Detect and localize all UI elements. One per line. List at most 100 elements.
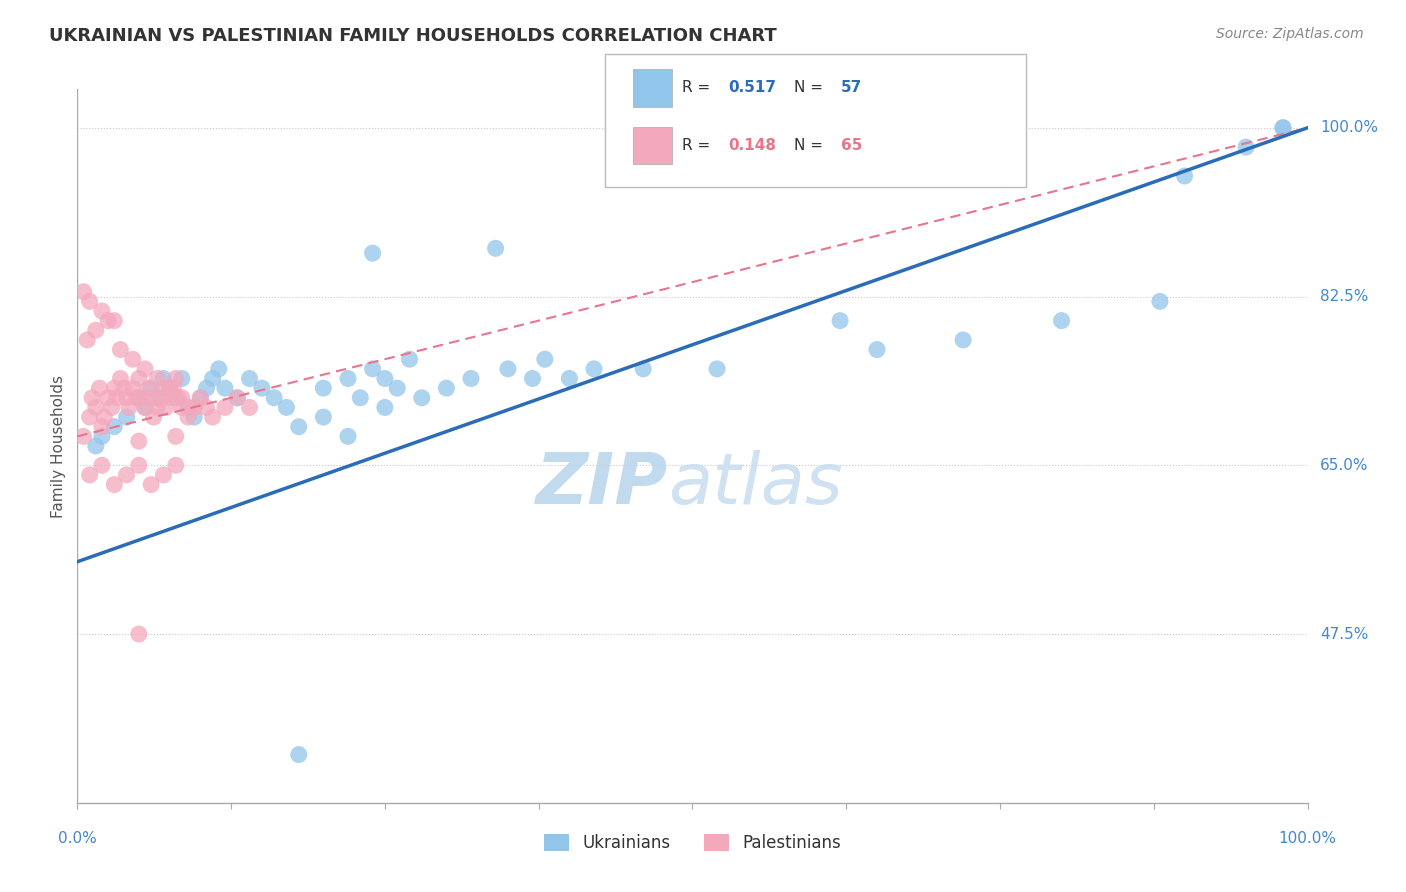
Point [374, 371, 396, 385]
Point [214, 381, 236, 395]
Text: 57: 57 [841, 80, 862, 95]
Point [165, 429, 187, 443]
Point [141, 381, 163, 395]
Point [1272, 120, 1295, 135]
Point [201, 410, 224, 425]
Point [134, 401, 156, 415]
Point [250, 381, 273, 395]
Point [146, 391, 169, 405]
Point [496, 362, 519, 376]
Point [239, 371, 262, 385]
Point [195, 401, 218, 415]
Point [165, 391, 187, 405]
Point [103, 381, 125, 395]
Point [93, 410, 115, 425]
Point [76, 333, 98, 347]
Point [138, 381, 160, 395]
Point [90, 458, 114, 473]
Point [374, 401, 396, 415]
Point [361, 246, 384, 260]
Point [183, 410, 205, 425]
Point [952, 333, 974, 347]
Point [522, 371, 544, 385]
Point [134, 401, 156, 415]
Point [115, 391, 138, 405]
Point [142, 410, 165, 425]
Point [82, 391, 104, 405]
Point [110, 343, 132, 357]
Point [152, 381, 174, 395]
Point [121, 381, 143, 395]
Point [141, 391, 163, 405]
Point [188, 391, 212, 405]
Point [170, 391, 193, 405]
Point [146, 401, 169, 415]
Point [558, 371, 581, 385]
Point [436, 381, 458, 395]
Point [177, 410, 200, 425]
Point [167, 391, 190, 405]
Point [159, 381, 181, 395]
Text: 0.517: 0.517 [728, 80, 776, 95]
Text: N =: N = [794, 138, 828, 153]
Point [195, 381, 218, 395]
Point [830, 313, 852, 327]
Text: 82.5%: 82.5% [1320, 289, 1368, 304]
Point [208, 362, 231, 376]
Point [1272, 120, 1295, 135]
Point [485, 241, 508, 255]
Point [170, 371, 193, 385]
Point [152, 371, 174, 385]
Text: 100.0%: 100.0% [1320, 120, 1378, 136]
Point [162, 381, 184, 395]
Text: N =: N = [794, 80, 828, 95]
Point [183, 401, 205, 415]
Text: 65.0%: 65.0% [1320, 458, 1368, 473]
Point [159, 381, 181, 395]
Point [72, 429, 94, 443]
Point [170, 401, 193, 415]
Point [121, 352, 143, 367]
Point [288, 747, 311, 762]
Point [226, 391, 249, 405]
Point [1174, 169, 1197, 183]
Point [146, 371, 169, 385]
Point [337, 429, 360, 443]
Point [97, 313, 120, 327]
Point [411, 391, 433, 405]
Point [128, 627, 150, 641]
Point [165, 458, 187, 473]
Point [276, 401, 298, 415]
Point [79, 294, 101, 309]
Point [349, 391, 371, 405]
Point [115, 410, 138, 425]
Point [97, 391, 120, 405]
Point [239, 401, 262, 415]
Point [118, 401, 141, 415]
Point [84, 401, 107, 415]
Point [84, 323, 107, 337]
Point [866, 343, 889, 357]
Point [201, 371, 224, 385]
Point [115, 467, 138, 482]
Point [141, 477, 163, 491]
Point [103, 313, 125, 327]
Point [105, 391, 128, 405]
Point [152, 467, 174, 482]
Point [188, 391, 212, 405]
Legend: Ukrainians, Palestinians: Ukrainians, Palestinians [537, 827, 848, 859]
Text: ZIP: ZIP [536, 450, 668, 519]
Point [103, 419, 125, 434]
Point [128, 371, 150, 385]
Point [337, 371, 360, 385]
Y-axis label: Family Households: Family Households [51, 375, 66, 517]
Point [312, 381, 335, 395]
Point [79, 410, 101, 425]
Text: Source: ZipAtlas.com: Source: ZipAtlas.com [1216, 27, 1364, 41]
Point [101, 401, 124, 415]
Point [150, 391, 173, 405]
Point [90, 304, 114, 318]
Text: 65: 65 [841, 138, 862, 153]
Point [633, 362, 655, 376]
Point [125, 391, 148, 405]
